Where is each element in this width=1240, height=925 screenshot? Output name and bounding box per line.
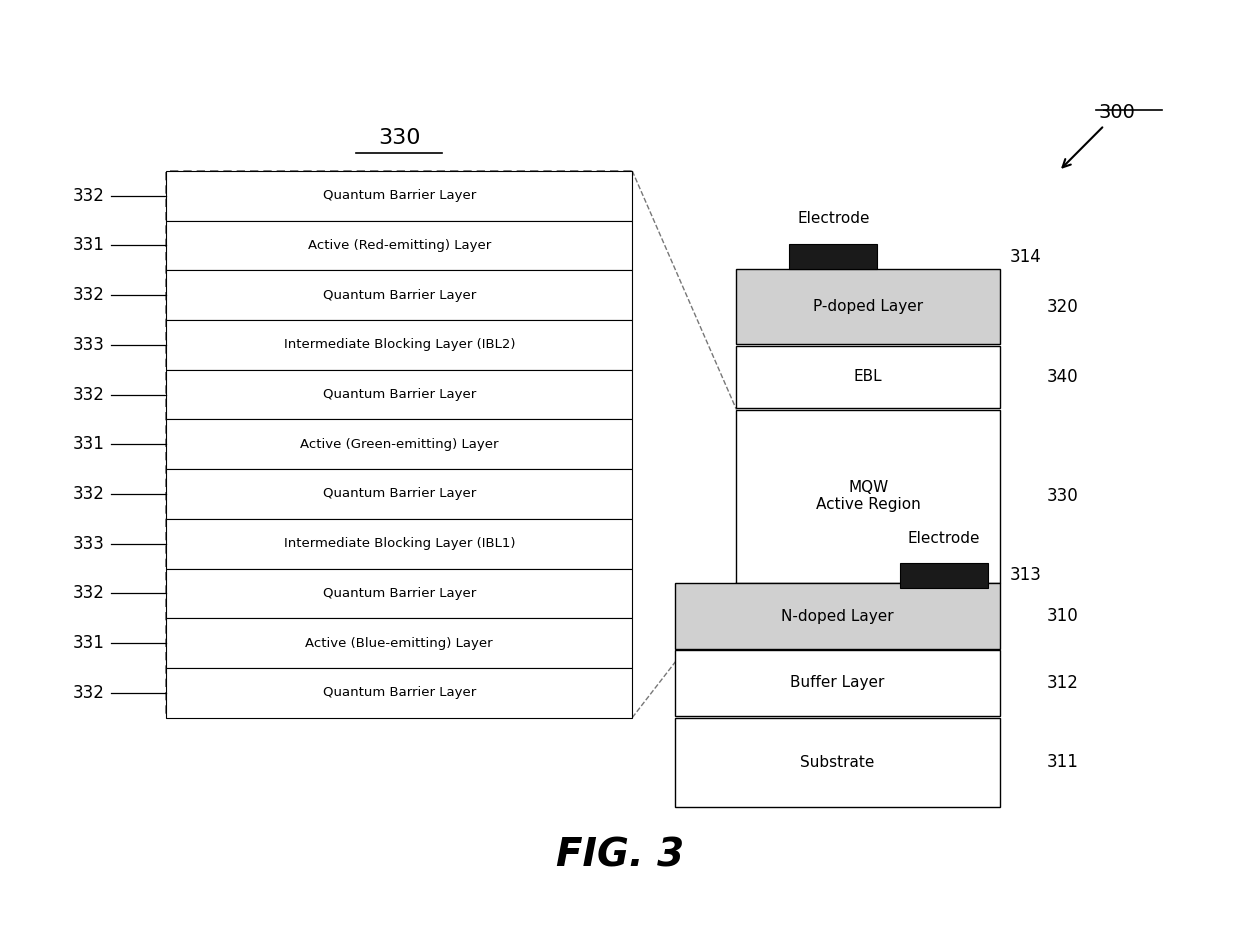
Text: 330: 330 [1047, 487, 1079, 505]
Text: Substrate: Substrate [801, 755, 875, 770]
Bar [166, 171, 632, 221]
Bar [166, 469, 632, 519]
Text: EBL: EBL [854, 369, 883, 385]
Text: 333: 333 [73, 535, 105, 552]
Bar [166, 320, 632, 370]
Text: 332: 332 [73, 585, 105, 602]
Bar [675, 718, 1001, 807]
Text: 314: 314 [1009, 248, 1042, 265]
Text: 312: 312 [1047, 674, 1079, 692]
Bar [166, 221, 632, 270]
Bar [166, 618, 632, 668]
Text: Quantum Barrier Layer: Quantum Barrier Layer [322, 388, 476, 401]
Text: 313: 313 [1009, 566, 1042, 585]
Text: N-doped Layer: N-doped Layer [781, 609, 894, 623]
Text: Electrode: Electrode [797, 211, 869, 226]
Text: Electrode: Electrode [908, 531, 980, 547]
Text: Active (Red-emitting) Layer: Active (Red-emitting) Layer [308, 239, 491, 252]
Text: 331: 331 [73, 634, 105, 652]
Text: 311: 311 [1047, 753, 1079, 771]
Bar [737, 346, 1001, 408]
Text: 320: 320 [1047, 298, 1079, 315]
Bar [737, 269, 1001, 344]
Text: Quantum Barrier Layer: Quantum Barrier Layer [322, 686, 476, 699]
Text: Quantum Barrier Layer: Quantum Barrier Layer [322, 487, 476, 500]
Bar [166, 668, 632, 718]
Bar [737, 410, 1001, 583]
Bar [675, 650, 1001, 716]
Text: Intermediate Blocking Layer (IBL1): Intermediate Blocking Layer (IBL1) [284, 537, 515, 550]
Text: 330: 330 [378, 129, 420, 148]
Text: FIG. 3: FIG. 3 [556, 836, 684, 874]
Bar [675, 583, 1001, 649]
Text: Quantum Barrier Layer: Quantum Barrier Layer [322, 190, 476, 203]
Bar [166, 270, 632, 320]
Text: 332: 332 [73, 286, 105, 304]
Text: 332: 332 [73, 386, 105, 403]
Bar [789, 244, 878, 269]
Text: Active (Blue-emitting) Layer: Active (Blue-emitting) Layer [305, 636, 494, 649]
Text: 331: 331 [73, 436, 105, 453]
Text: 300: 300 [1099, 103, 1135, 121]
Text: 340: 340 [1047, 368, 1079, 386]
Bar [166, 569, 632, 618]
Bar [899, 562, 988, 588]
Text: Quantum Barrier Layer: Quantum Barrier Layer [322, 586, 476, 600]
Bar [166, 370, 632, 419]
Bar [166, 171, 632, 718]
Text: Quantum Barrier Layer: Quantum Barrier Layer [322, 289, 476, 302]
Text: Buffer Layer: Buffer Layer [790, 675, 885, 690]
Text: 333: 333 [73, 336, 105, 354]
Text: Intermediate Blocking Layer (IBL2): Intermediate Blocking Layer (IBL2) [284, 339, 515, 352]
Text: 310: 310 [1047, 607, 1079, 625]
Text: 332: 332 [73, 684, 105, 702]
Text: 332: 332 [73, 187, 105, 204]
Text: MQW
Active Region: MQW Active Region [816, 480, 920, 512]
Text: Active (Green-emitting) Layer: Active (Green-emitting) Layer [300, 438, 498, 450]
Bar [166, 519, 632, 569]
Text: P-doped Layer: P-doped Layer [813, 299, 924, 315]
Bar [166, 419, 632, 469]
Text: 331: 331 [73, 237, 105, 254]
Text: 332: 332 [73, 485, 105, 503]
